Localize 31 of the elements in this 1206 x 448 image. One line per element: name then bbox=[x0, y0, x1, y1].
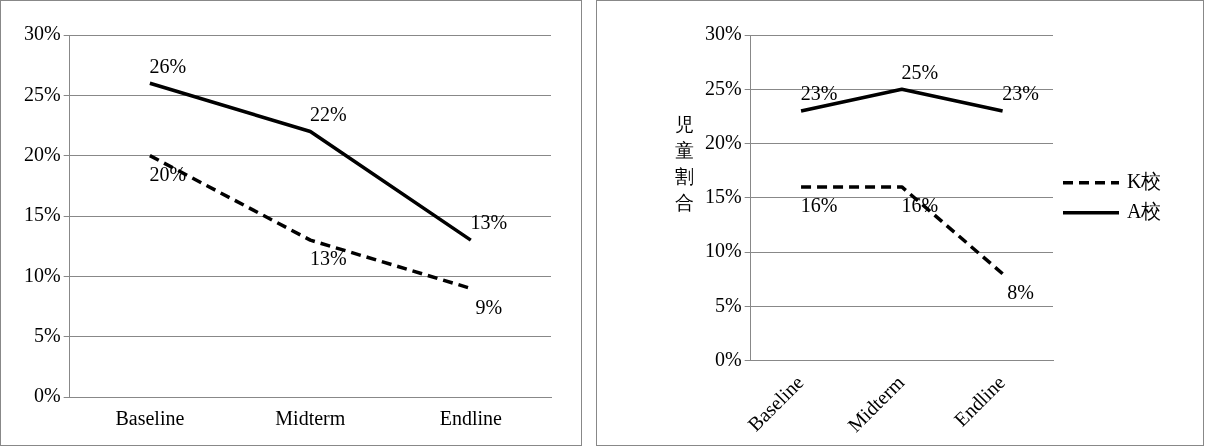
y-axis-title: 児童割合 bbox=[675, 112, 695, 215]
legend-label: A校 bbox=[1127, 200, 1162, 223]
x-tick-label: Endline bbox=[439, 407, 502, 430]
y-tick-label: 10% bbox=[704, 239, 742, 262]
y-tick-label: 20% bbox=[23, 142, 61, 165]
y-tick-label: 30% bbox=[23, 22, 61, 45]
data-label: 13% bbox=[470, 211, 508, 234]
y-tick-label: 25% bbox=[23, 82, 61, 105]
data-label: 13% bbox=[309, 247, 347, 270]
y-tick-label: 30% bbox=[704, 22, 742, 45]
y-tick-label: 5% bbox=[714, 293, 742, 316]
data-label: 16% bbox=[800, 194, 838, 217]
y-tick-label: 0% bbox=[33, 384, 61, 407]
y-tick-label: 20% bbox=[704, 130, 742, 153]
y-tick-label: 10% bbox=[23, 263, 61, 286]
data-label: 26% bbox=[149, 54, 187, 77]
x-tick-label: Midterm bbox=[275, 407, 346, 430]
data-label: 16% bbox=[901, 194, 939, 217]
y-tick-label: 15% bbox=[704, 185, 742, 208]
y-tick-label: 15% bbox=[23, 203, 61, 226]
data-label: 25% bbox=[901, 60, 939, 83]
data-label: 23% bbox=[1002, 82, 1039, 105]
data-label: 9% bbox=[475, 295, 503, 318]
legend-label: K校 bbox=[1127, 170, 1162, 193]
data-label: 8% bbox=[1007, 280, 1034, 303]
x-tick-label: Baseline bbox=[115, 407, 185, 430]
data-label: 22% bbox=[309, 102, 347, 125]
data-label: 23% bbox=[800, 82, 838, 105]
y-tick-label: 5% bbox=[33, 323, 61, 346]
y-tick-label: 25% bbox=[704, 76, 742, 99]
y-tick-label: 0% bbox=[714, 347, 742, 370]
